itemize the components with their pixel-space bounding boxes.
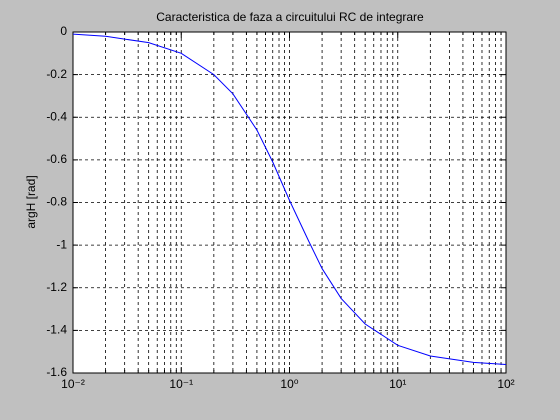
data-line (72, 33, 507, 365)
y-tick-label: -1.2 (46, 280, 67, 294)
axes-box (72, 31, 507, 374)
y-tick-label: -1 (56, 237, 67, 251)
y-axis-label: argH [rad] (24, 175, 38, 228)
y-tick-label: -0.8 (46, 195, 67, 209)
x-tick-label: 10⁻² (61, 377, 85, 391)
y-tick-label: -1.4 (46, 323, 67, 337)
y-tick-label: -0.2 (46, 67, 67, 81)
y-tick-label: -0.6 (46, 152, 67, 166)
chart-title: Caracteristica de faza a circuitului RC … (156, 10, 424, 24)
x-tick-label: 10⁻¹ (169, 377, 193, 391)
y-tick-label: -0.4 (46, 109, 67, 123)
x-tick-label: 10⁰ (280, 377, 298, 391)
x-tick-label: 10¹ (389, 377, 406, 391)
x-tick-label: 10² (497, 377, 514, 391)
y-tick-label: -1.6 (46, 365, 67, 379)
y-tick-label: 0 (60, 24, 67, 38)
